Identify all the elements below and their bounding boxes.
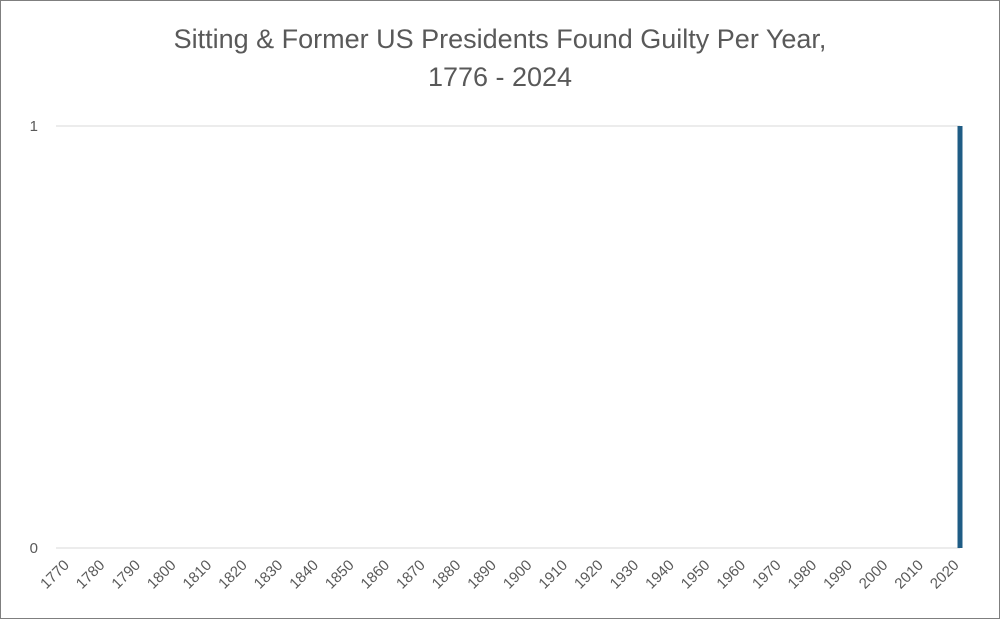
x-tick-label: 1770 (37, 557, 73, 593)
y-tick-label: 0 (30, 540, 38, 557)
x-tick-label: 1860 (358, 557, 394, 593)
x-tick-label: 1880 (429, 557, 465, 593)
chart-title: Sitting & Former US Presidents Found Gui… (173, 24, 827, 54)
x-tick-label: 1970 (749, 557, 785, 593)
x-tick-label: 1990 (820, 557, 856, 593)
x-tick-label: 1910 (535, 557, 571, 593)
x-tick-label: 1890 (464, 557, 500, 593)
x-tick-label: 1940 (642, 557, 678, 593)
x-tick-label: 1960 (713, 557, 749, 593)
x-tick-label: 1830 (251, 557, 287, 593)
x-tick-label: 1820 (215, 557, 251, 593)
x-tick-label: 1980 (785, 557, 821, 593)
x-tick-label: 1900 (500, 557, 536, 593)
x-tick-label: 2000 (856, 557, 892, 593)
x-tick-label: 1870 (393, 557, 429, 593)
y-tick-label: 1 (30, 118, 38, 135)
data-bar (957, 126, 963, 548)
x-tick-label: 1790 (108, 557, 144, 593)
x-tick-label: 1850 (322, 557, 358, 593)
x-tick-label: 1840 (286, 557, 322, 593)
x-tick-label: 1920 (571, 557, 607, 593)
x-tick-label: 1810 (180, 557, 216, 593)
x-tick-label: 1930 (607, 557, 643, 593)
x-tick-label: 1780 (73, 557, 109, 593)
x-tick-label: 2010 (891, 557, 927, 593)
chart-title-block: Sitting & Former US Presidents Found Gui… (0, 20, 1000, 96)
x-tick-label: 1950 (678, 557, 714, 593)
x-tick-label: 1800 (144, 557, 180, 593)
chart-subtitle: 1776 - 2024 (427, 62, 573, 92)
x-tick-label: 2020 (927, 557, 963, 593)
